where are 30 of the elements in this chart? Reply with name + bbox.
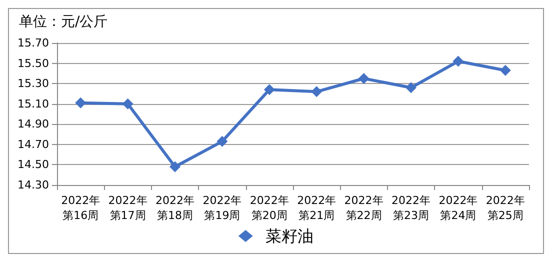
point: [264, 84, 275, 96]
point: [406, 82, 416, 94]
x-tick-label: 2022年第22周: [344, 194, 384, 222]
x-tick-label: 2022年第18周: [156, 194, 194, 222]
y-tick-label: 14.90: [18, 118, 49, 131]
point: [122, 98, 134, 110]
x-tick-label: 2022年第20周: [250, 194, 289, 222]
point: [170, 161, 180, 172]
x-tick-label: 2022年第24周: [438, 194, 478, 222]
x-tick-label: 2022年第23周: [392, 194, 430, 222]
y-tick-label: 14.50: [18, 158, 49, 172]
y-axis-title: 单位：元/公斤: [19, 14, 108, 30]
y-tick-label: 14.70: [18, 138, 49, 151]
point: [216, 136, 228, 147]
x-tick-label: 2022年第17周: [108, 194, 148, 222]
y-tick-label: 15.30: [18, 77, 49, 90]
y-tick-label: 14.30: [18, 178, 49, 192]
point: [500, 64, 511, 76]
point: [452, 56, 464, 67]
legend-label: 菜籽油: [266, 226, 314, 246]
y-tick-label: 15.70: [18, 36, 49, 50]
x-tick-label: 2022年第25周: [486, 194, 525, 222]
point: [358, 73, 370, 84]
x-tick-label: 2022年第19周: [202, 194, 242, 222]
x-tick-label: 2022年第16周: [61, 194, 100, 222]
y-tick-label: 15.10: [18, 97, 49, 110]
point: [311, 86, 322, 98]
x-tick-label: 2022年第21周: [297, 194, 336, 222]
point: [75, 97, 86, 108]
y-tick-label: 15.50: [18, 56, 49, 70]
